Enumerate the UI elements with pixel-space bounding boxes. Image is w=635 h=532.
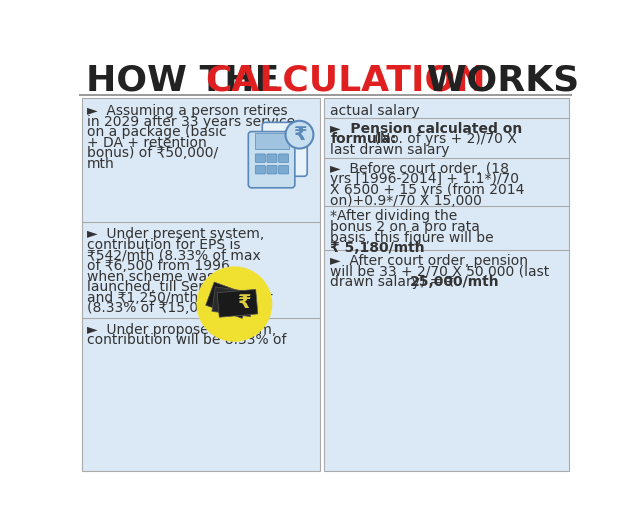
FancyBboxPatch shape: [324, 98, 569, 471]
Text: ₹: ₹: [293, 125, 306, 144]
Polygon shape: [212, 287, 254, 317]
Text: 25,000/mth: 25,000/mth: [410, 275, 499, 289]
Text: ►  Assuming a person retires: ► Assuming a person retires: [87, 104, 288, 118]
FancyBboxPatch shape: [267, 165, 277, 174]
Text: contribution for EPS is: contribution for EPS is: [87, 238, 241, 252]
Text: contribution will be 8.33% of: contribution will be 8.33% of: [87, 333, 286, 347]
Polygon shape: [217, 289, 258, 317]
Text: on)+0.9*/70 X 15,000: on)+0.9*/70 X 15,000: [330, 194, 483, 207]
FancyBboxPatch shape: [248, 131, 295, 188]
FancyBboxPatch shape: [279, 165, 289, 174]
Text: bonus) of ₹50,000/: bonus) of ₹50,000/: [87, 146, 218, 160]
FancyBboxPatch shape: [255, 133, 289, 148]
Text: last drawn salary: last drawn salary: [330, 143, 450, 157]
Text: in 2029 after 33 years service: in 2029 after 33 years service: [87, 114, 295, 129]
Text: bonus 2 on a pro rata: bonus 2 on a pro rata: [330, 220, 480, 234]
Text: and ₹1,250/mth thereafter: and ₹1,250/mth thereafter: [87, 291, 272, 305]
Text: on a package (basic: on a package (basic: [87, 125, 227, 139]
Text: (8.33% of ₹15,000): (8.33% of ₹15,000): [87, 302, 221, 315]
Text: CALCULATION: CALCULATION: [205, 64, 486, 98]
Text: X 6500 + 15 yrs (from 2014: X 6500 + 15 yrs (from 2014: [330, 183, 525, 197]
Text: mth: mth: [87, 157, 115, 171]
Circle shape: [197, 267, 272, 341]
Text: WORKS: WORKS: [414, 64, 579, 98]
Text: ►  Under proposed system,: ► Under proposed system,: [87, 322, 276, 337]
Text: *After dividing the: *After dividing the: [330, 210, 458, 223]
Text: launched, till Sept 2014): launched, till Sept 2014): [87, 280, 258, 294]
FancyBboxPatch shape: [279, 154, 289, 162]
FancyBboxPatch shape: [82, 98, 321, 471]
Text: basis, this figure will be: basis, this figure will be: [330, 231, 494, 245]
Text: formula:: formula:: [330, 132, 397, 146]
FancyBboxPatch shape: [255, 165, 265, 174]
FancyBboxPatch shape: [262, 122, 307, 176]
Text: ►  Before court order, (18: ► Before court order, (18: [330, 162, 509, 176]
Text: yrs [1996-2014] + 1.1*)/70: yrs [1996-2014] + 1.1*)/70: [330, 172, 519, 186]
Text: will be 33 + 2/70 X 50,000 (last: will be 33 + 2/70 X 50,000 (last: [330, 264, 550, 279]
Text: (No. of yrs + 2)/70 X: (No. of yrs + 2)/70 X: [370, 132, 517, 146]
Text: ₹542/mth (8.33% of max: ₹542/mth (8.33% of max: [87, 248, 261, 262]
Text: ₹ 5,180/mth: ₹ 5,180/mth: [330, 241, 425, 255]
Text: when scheme was: when scheme was: [87, 270, 215, 284]
Circle shape: [286, 121, 314, 148]
Text: of ₹6,500 from 1996,: of ₹6,500 from 1996,: [87, 259, 234, 273]
Text: ₹: ₹: [237, 293, 250, 312]
Text: actual salary: actual salary: [330, 104, 420, 118]
Text: ►  After court order, pension: ► After court order, pension: [330, 254, 528, 268]
FancyBboxPatch shape: [267, 154, 277, 162]
Text: ►  Under present system,: ► Under present system,: [87, 227, 264, 241]
Text: drawn salary) = ₹: drawn salary) = ₹: [330, 275, 459, 289]
Text: + DA + retention: + DA + retention: [87, 136, 207, 150]
Text: HOW THE: HOW THE: [86, 64, 291, 98]
FancyBboxPatch shape: [255, 154, 265, 162]
Text: ►  Pension calculated on: ► Pension calculated on: [330, 122, 523, 136]
Polygon shape: [206, 282, 251, 318]
